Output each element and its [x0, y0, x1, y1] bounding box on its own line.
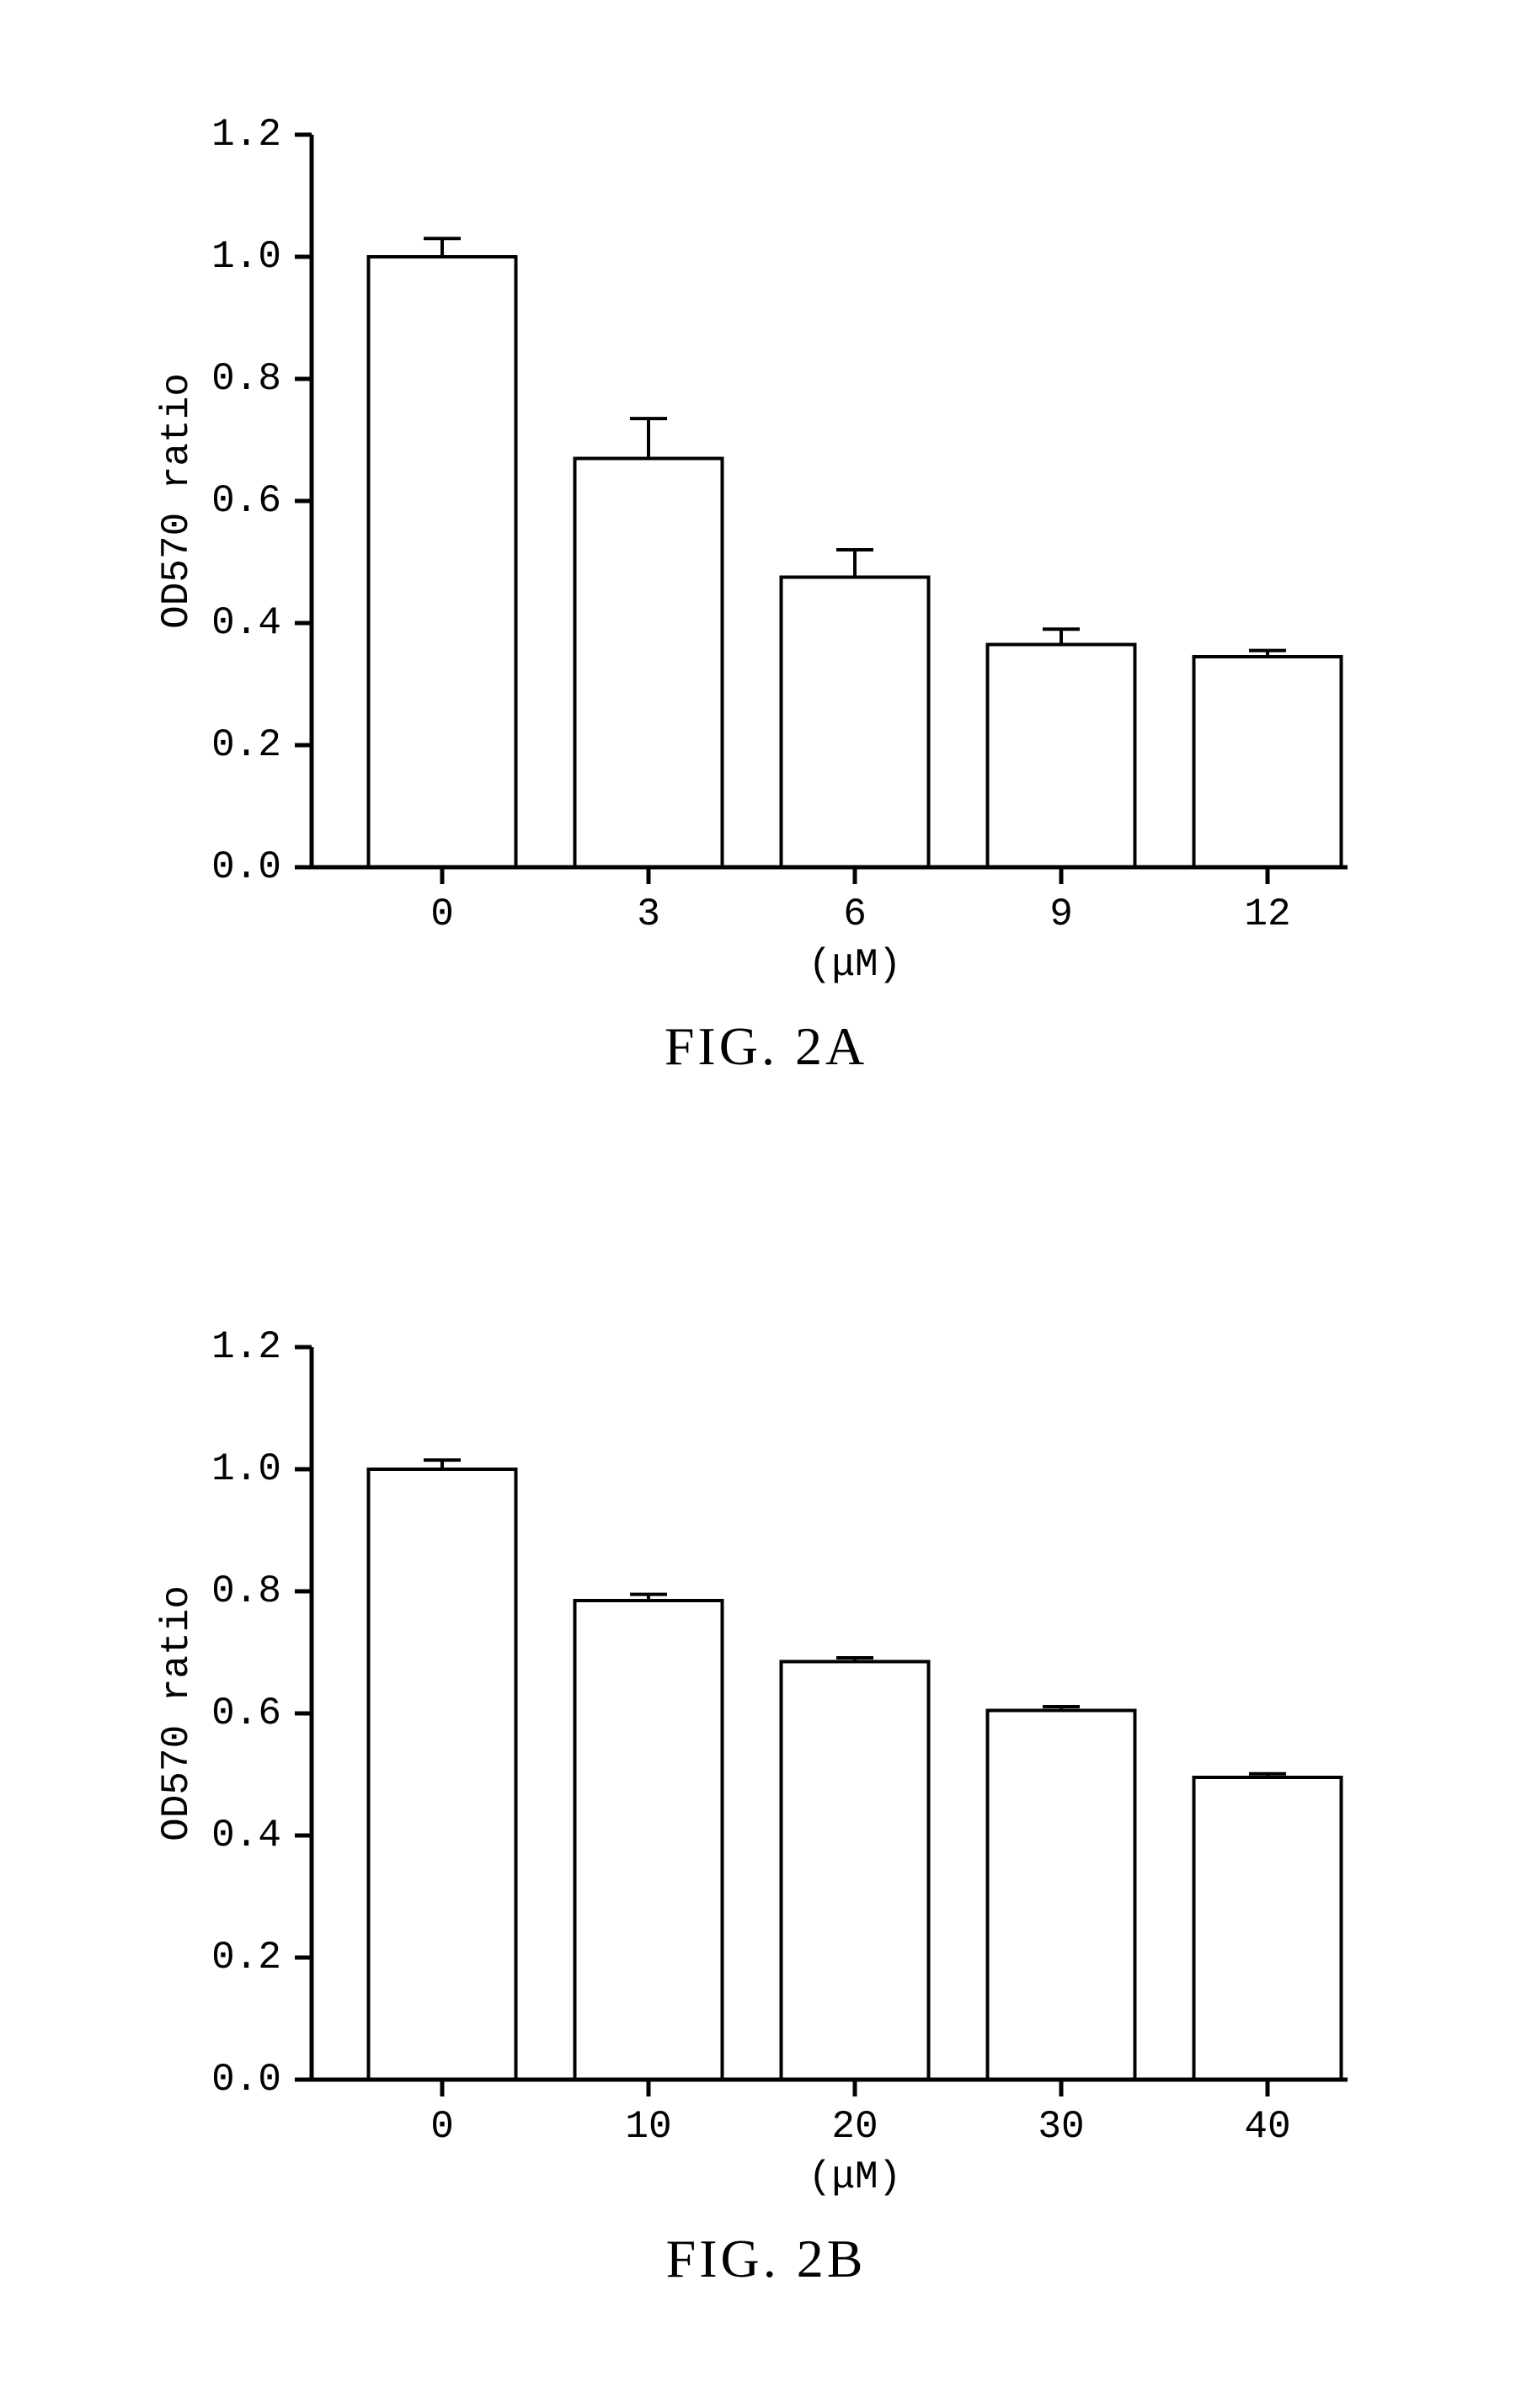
svg-text:0.4: 0.4 — [211, 1814, 281, 1857]
svg-text:0.6: 0.6 — [211, 1691, 281, 1735]
svg-text:6: 6 — [843, 892, 867, 936]
svg-text:0.8: 0.8 — [211, 357, 281, 401]
svg-text:(μM): (μM) — [808, 943, 900, 987]
svg-text:40: 40 — [1244, 2105, 1290, 2149]
svg-text:0.2: 0.2 — [211, 723, 281, 767]
svg-text:12: 12 — [1244, 892, 1290, 936]
svg-text:OD570 ratio: OD570 ratio — [155, 373, 199, 629]
svg-text:1.2: 1.2 — [211, 1325, 281, 1369]
fig2a-caption: FIG. 2A — [665, 1015, 867, 1078]
svg-text:3: 3 — [637, 892, 660, 936]
svg-text:30: 30 — [1038, 2105, 1084, 2149]
svg-text:OD570 ratio: OD570 ratio — [155, 1585, 199, 1841]
svg-text:0.6: 0.6 — [211, 479, 281, 523]
fig2b-caption: FIG. 2B — [666, 2228, 867, 2290]
page: 0.0 0.2 0.4 0.6 0.8 1.0 1.2 OD570 ratio 0 3 6 9 12 (μ… — [0, 0, 1532, 2408]
svg-text:(μM): (μM) — [808, 2155, 900, 2199]
svg-text:9: 9 — [1049, 892, 1073, 936]
svg-text:0.0: 0.0 — [211, 845, 281, 889]
svg-text:1.0: 1.0 — [211, 235, 281, 279]
figure-2a-block: 0.0 0.2 0.4 0.6 0.8 1.0 1.2 OD570 ratio 0 3 6 9 12 (μ… — [109, 101, 1423, 1078]
svg-text:0: 0 — [430, 2105, 454, 2149]
fig2b-chart: 0.0 0.2 0.4 0.6 0.8 1.0 1.2 OD570 ratio 0 10 20 30 4… — [152, 1313, 1381, 2206]
fig2a-chart: 0.0 0.2 0.4 0.6 0.8 1.0 1.2 OD570 ratio 0 3 6 9 12 (μ… — [152, 101, 1381, 994]
svg-text:20: 20 — [831, 2105, 878, 2149]
figure-2b-block: 0.0 0.2 0.4 0.6 0.8 1.0 1.2 OD570 ratio 0 10 20 30 4… — [109, 1313, 1423, 2290]
svg-text:0.2: 0.2 — [211, 1936, 281, 1979]
svg-text:0: 0 — [430, 892, 454, 936]
svg-text:10: 10 — [625, 2105, 671, 2149]
svg-text:0.8: 0.8 — [211, 1569, 281, 1613]
svg-text:1.0: 1.0 — [211, 1447, 281, 1491]
svg-text:0.4: 0.4 — [211, 601, 281, 645]
svg-text:0.0: 0.0 — [211, 2058, 281, 2102]
svg-text:1.2: 1.2 — [211, 113, 281, 157]
